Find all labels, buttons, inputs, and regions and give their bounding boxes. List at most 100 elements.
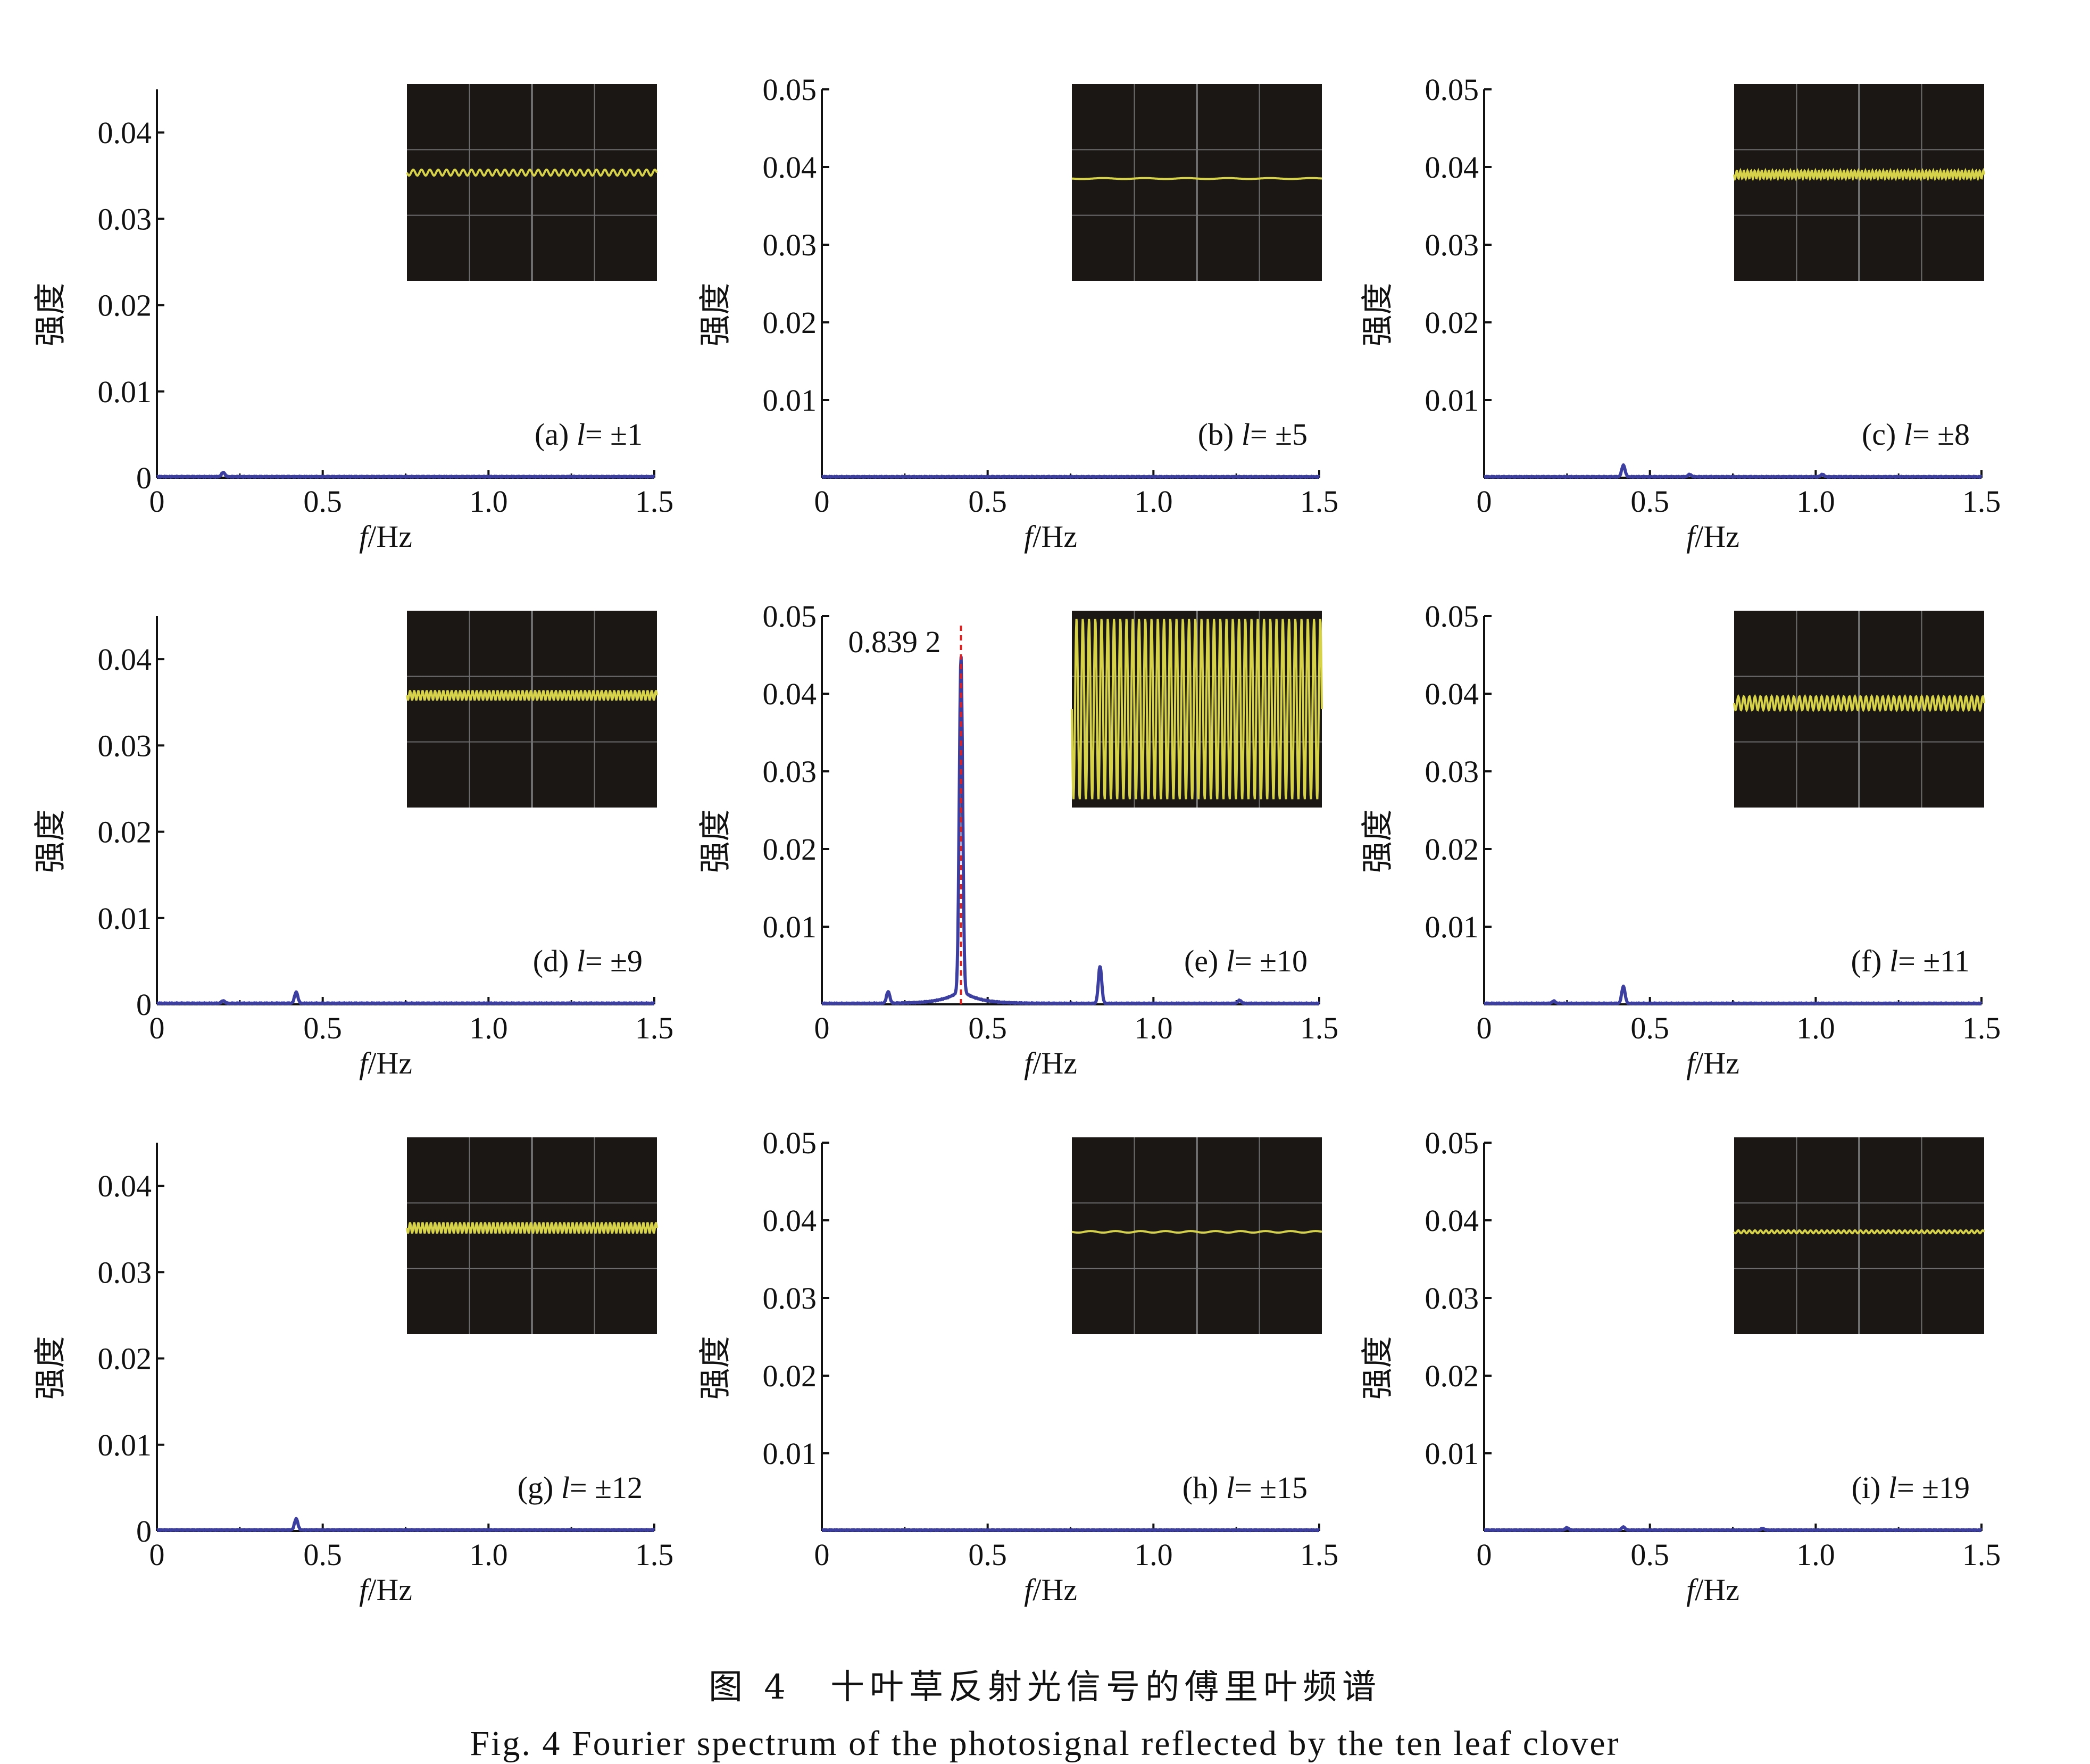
y-tick-label: 0.05: [763, 599, 817, 634]
inset-oscilloscope: [406, 1137, 658, 1334]
x-tick-label: 0: [814, 1537, 830, 1572]
x-tick-label: 1.5: [635, 1537, 674, 1572]
x-tick-label: 1.5: [1962, 1537, 2001, 1572]
x-axis-label: f/Hz: [359, 519, 412, 554]
x-tick-label: 1.0: [1796, 1011, 1835, 1045]
x-tick-label: 1.0: [1134, 1537, 1173, 1572]
spectrum-line: [821, 475, 1320, 479]
x-tick-label: 1.5: [635, 1011, 674, 1045]
spectrum-line: [1483, 984, 1983, 1006]
subplot-label: (e) l= ±10: [1184, 944, 1308, 978]
y-tick-label: 0: [136, 987, 152, 1022]
subplot-label-prefix: (e): [1184, 944, 1226, 978]
x-tick-label: 0.5: [303, 1537, 342, 1572]
x-tick-label: 1.5: [635, 484, 674, 519]
y-tick-label: 0.05: [763, 72, 817, 107]
x-tick-label: 1.0: [469, 1537, 508, 1572]
x-axis-label: f/Hz: [1024, 1046, 1077, 1080]
inset-signal-trace: [406, 690, 658, 701]
subplot-label-variable: l: [1889, 944, 1898, 978]
y-tick-label: 0.04: [98, 115, 152, 150]
x-tick-label: 1.5: [1962, 484, 2001, 519]
y-tick-label: 0.05: [1425, 599, 1479, 634]
subplot-label: (f) l= ±11: [1851, 944, 1970, 978]
inset-signal-trace: [1733, 168, 1985, 182]
inset-oscilloscope: [1733, 84, 1985, 281]
y-axis-label: 强度: [697, 809, 734, 873]
y-tick-label: 0.04: [98, 1169, 152, 1203]
y-tick-label: 0.03: [98, 728, 152, 763]
inset-oscilloscope: [1733, 611, 1985, 808]
y-tick-label: 0.04: [1425, 677, 1479, 711]
subplot-label-value: = ±11: [1898, 944, 1970, 978]
spectrum-line: [1483, 1525, 1983, 1533]
x-axis-label-unit: /Hz: [1695, 1572, 1739, 1607]
x-tick-label: 0.5: [303, 484, 342, 519]
y-tick-label: 0.02: [98, 288, 152, 323]
x-axis-label: f/Hz: [1686, 1572, 1739, 1607]
subplot-h: 0 0.5 1.0 1.5 0.01 0.02 0.03 0.04 0.05 f/Hz 强度 (h) …: [697, 1126, 1338, 1607]
x-tick-label: 1.0: [1134, 484, 1173, 519]
subplot-b: 0 0.5 1.0 1.5 0.01 0.02 0.03 0.04 0.05 f/Hz 强度 (b) …: [697, 72, 1338, 554]
y-tick-label: 0.03: [763, 1281, 817, 1316]
y-tick-label: 0.03: [98, 1255, 152, 1289]
subplot-label-value: = ±15: [1235, 1470, 1308, 1505]
inset-signal-trace: [1071, 619, 1323, 800]
subplot-label-variable: l: [1904, 417, 1912, 452]
y-tick-label: 0.02: [763, 305, 817, 340]
x-tick-label: 0.5: [1630, 1537, 1669, 1572]
subplot-f: 0 0.5 1.0 1.5 0.01 0.02 0.03 0.04 0.05 f/Hz 强度 (f) …: [1359, 599, 2001, 1080]
x-tick-label: 0: [814, 1011, 830, 1045]
x-tick-label: 0.5: [1630, 484, 1669, 519]
x-axis-label: f/Hz: [1686, 1046, 1739, 1080]
y-tick-label: 0.03: [1425, 754, 1479, 789]
y-axis-label: 强度: [32, 282, 69, 346]
y-tick-label: 0.01: [98, 901, 152, 936]
x-tick-label: 1.0: [469, 1011, 508, 1045]
x-tick-label: 0.5: [968, 1537, 1007, 1572]
x-axis-label-unit: /Hz: [368, 519, 412, 554]
x-tick-label: 0: [1477, 484, 1492, 519]
x-tick-label: 0: [149, 1537, 165, 1572]
spectrum-line: [156, 471, 655, 479]
subplot-label-value: = ±19: [1897, 1470, 1970, 1505]
subplot-label: (b) l= ±5: [1198, 417, 1308, 452]
y-tick-label: 0.01: [1425, 1436, 1479, 1471]
x-axis-label: f/Hz: [359, 1046, 412, 1080]
subplot-label: (h) l= ±15: [1183, 1470, 1308, 1505]
x-axis-label: f/Hz: [359, 1572, 412, 1607]
subplot-label-prefix: (f): [1851, 944, 1889, 978]
y-tick-label: 0.01: [1425, 910, 1479, 944]
inset-signal-trace: [406, 168, 658, 177]
subplot-label: (a) l= ±1: [535, 417, 643, 452]
subplot-label-prefix: (d): [533, 944, 577, 978]
figure-caption-english: Fig. 4 Fourier spectrum of the photosign…: [470, 1724, 1620, 1763]
figure-caption-chinese: 图 4 十叶草反射光信号的傅里叶频谱: [708, 1668, 1382, 1707]
subplot-label-prefix: (h): [1183, 1470, 1226, 1505]
y-tick-label: 0.02: [1425, 305, 1479, 340]
subplot-i: 0 0.5 1.0 1.5 0.01 0.02 0.03 0.04 0.05 f/Hz 强度 (i) …: [1359, 1126, 2001, 1607]
x-tick-label: 1.0: [1796, 1537, 1835, 1572]
y-tick-label: 0.04: [763, 150, 817, 185]
subplot-label-variable: l: [1242, 417, 1250, 452]
x-tick-label: 0.5: [1630, 1011, 1669, 1045]
y-tick-label: 0.01: [763, 383, 817, 418]
x-axis-label-unit: /Hz: [368, 1046, 412, 1080]
x-axis-label-unit: /Hz: [1032, 519, 1077, 554]
y-tick-label: 0.03: [1425, 228, 1479, 262]
subplot-label: (c) l= ±8: [1862, 417, 1970, 452]
x-tick-label: 0.5: [968, 484, 1007, 519]
subplot-label: (i) l= ±19: [1852, 1470, 1970, 1505]
y-tick-label: 0.02: [763, 1359, 817, 1393]
subplot-g: 0 0.5 1.0 1.5 0 0.01 0.02 0.03 0.04 f/Hz 强度 (g) l= …: [32, 1137, 673, 1607]
y-axis-label: 强度: [1359, 1336, 1396, 1400]
subplot-a: 0 0.5 1.0 1.5 0 0.01 0.02 0.03 0.04 f/Hz 强度 (a) l= …: [32, 84, 673, 554]
subplot-label-value: = ±10: [1235, 944, 1308, 978]
subplot-label-prefix: (b): [1198, 417, 1242, 452]
y-tick-label: 0.01: [763, 910, 817, 944]
spectrum-line: [156, 1517, 655, 1532]
y-tick-label: 0.01: [1425, 383, 1479, 418]
subplot-label-prefix: (c): [1862, 417, 1904, 452]
y-axis-label: 强度: [32, 1336, 69, 1400]
